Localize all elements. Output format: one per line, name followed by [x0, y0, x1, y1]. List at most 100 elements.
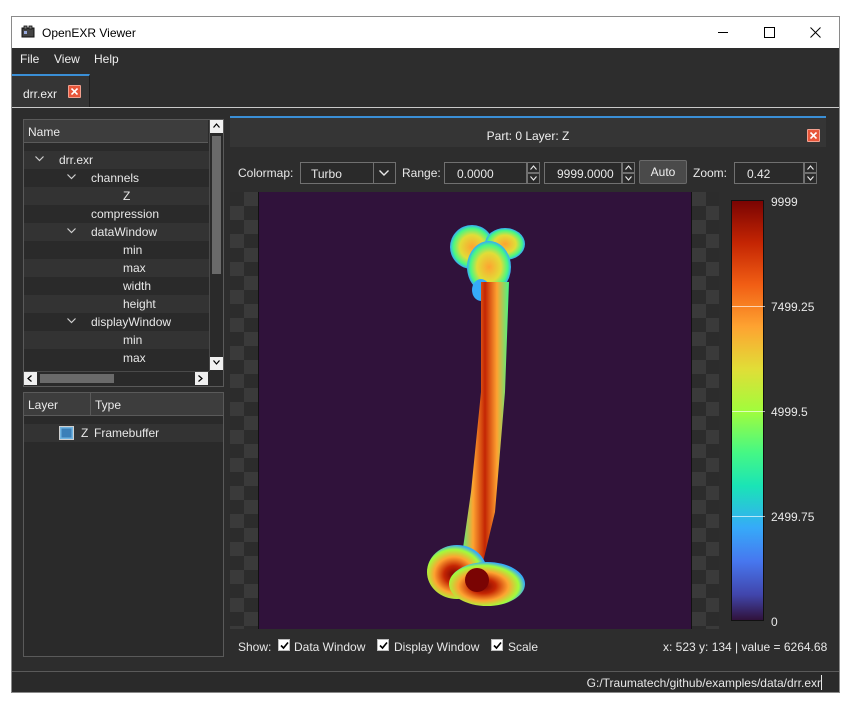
file-tab-close-icon[interactable]	[68, 85, 81, 98]
minimize-icon	[718, 32, 728, 33]
chevron-up-icon	[807, 165, 814, 170]
zoom-input[interactable]: 0.42	[734, 162, 817, 184]
data-window-label[interactable]: Data Window	[294, 640, 366, 654]
layer-image-icon	[59, 426, 74, 440]
zoom-stepper[interactable]	[804, 162, 817, 184]
tree-item-displaywindow[interactable]: displayWindow	[24, 313, 209, 331]
tree-item-max[interactable]: max	[24, 349, 209, 367]
status-file-path: G:/Traumatech/github/examples/data/drr.e…	[586, 676, 821, 690]
step-up-button[interactable]	[527, 162, 540, 173]
tree-item-label: max	[123, 261, 146, 275]
column-divider	[90, 393, 91, 416]
step-down-button[interactable]	[804, 173, 817, 184]
range-min-stepper[interactable]	[527, 162, 540, 184]
tree-item-height[interactable]: height	[24, 295, 209, 313]
colorbar-label-50: 4999.5	[771, 405, 808, 419]
scroll-thumb[interactable]	[212, 136, 221, 274]
display-window-label[interactable]: Display Window	[394, 640, 480, 654]
part-tab-close-icon[interactable]	[807, 129, 820, 142]
scroll-left-button[interactable]	[24, 372, 37, 385]
scroll-up-button[interactable]	[210, 120, 223, 133]
tree-item-label: displayWindow	[91, 315, 172, 329]
tree-item-label: height	[123, 297, 156, 311]
show-label: Show:	[238, 640, 272, 654]
tree-item-z[interactable]: Z	[24, 187, 209, 205]
scroll-down-button[interactable]	[210, 357, 223, 370]
layers-header: Layer Type	[24, 393, 223, 416]
checkmark-icon	[493, 641, 502, 650]
chevron-up-icon	[625, 165, 632, 170]
range-max-input[interactable]: 9999.0000	[544, 162, 635, 184]
menu-view[interactable]: View	[54, 52, 80, 66]
menu-file[interactable]: File	[20, 52, 40, 66]
auto-range-button[interactable]: Auto	[639, 160, 687, 184]
image-viewport[interactable]	[230, 192, 719, 629]
tree-item-compression[interactable]: compression	[24, 205, 209, 223]
step-up-button[interactable]	[804, 162, 817, 173]
tree-header-label: Name	[28, 125, 61, 139]
file-tab[interactable]: drr.exr	[12, 74, 90, 107]
tree-header[interactable]: Name	[24, 120, 208, 143]
colorbar-label-min: 0	[771, 615, 778, 629]
image-data-window[interactable]	[258, 192, 692, 629]
chevron-down-icon	[213, 360, 220, 365]
colormap-value: Turbo	[311, 167, 342, 181]
zoom-value: 0.42	[747, 167, 771, 181]
tree-vertical-scrollbar[interactable]	[209, 120, 223, 371]
tree-item-label: Z	[123, 189, 131, 203]
part-tab[interactable]: Part: 0 Layer: Z	[230, 116, 826, 147]
tree-horizontal-scrollbar[interactable]	[24, 371, 209, 385]
layers-col-layer[interactable]: Layer	[28, 398, 59, 412]
layers-panel: Layer Type Z Framebuffer	[23, 392, 224, 657]
tree-item-min[interactable]: min	[24, 241, 209, 259]
range-min-input[interactable]: 0.0000	[444, 162, 540, 184]
scroll-right-button[interactable]	[195, 372, 208, 385]
tree-item-label: dataWindow	[91, 225, 158, 239]
colormap-select[interactable]: Turbo	[300, 162, 396, 184]
chevron-right-icon	[198, 375, 203, 382]
combo-divider	[373, 163, 374, 183]
main-content: Name drr.exr channels Z compression data…	[12, 107, 839, 671]
menu-help[interactable]: Help	[94, 52, 119, 66]
scale-label[interactable]: Scale	[508, 640, 539, 654]
range-max-stepper[interactable]	[622, 162, 635, 184]
chevron-down-icon	[67, 318, 76, 324]
tree-item-label: width	[123, 279, 152, 293]
tree-item-channels[interactable]: channels	[24, 169, 209, 187]
chevron-down-icon	[530, 176, 537, 181]
tree-item-label: channels	[91, 171, 140, 185]
step-down-button[interactable]	[622, 173, 635, 184]
chevron-up-icon	[213, 123, 220, 128]
layer-row[interactable]: Z Framebuffer	[24, 424, 223, 442]
tree-item-drr-exr[interactable]: drr.exr	[24, 151, 209, 169]
tree-item-datawindow[interactable]: dataWindow	[24, 223, 209, 241]
step-up-button[interactable]	[622, 162, 635, 173]
maximize-button[interactable]	[746, 17, 792, 48]
range-max-value: 9999.0000	[557, 167, 614, 181]
tree-item-min[interactable]: min	[24, 331, 209, 349]
scale-checkbox[interactable]	[491, 639, 503, 651]
colorbar-tick	[732, 411, 765, 412]
tree-item-max[interactable]: max	[24, 259, 209, 277]
chevron-down-icon	[67, 228, 76, 234]
display-window-checkbox[interactable]	[377, 639, 389, 651]
colorbar-label-25: 2499.75	[771, 510, 815, 524]
tree-item-label: compression	[91, 207, 160, 221]
main-window: OpenEXR Viewer File View Help drr.exr Na…	[11, 16, 840, 693]
pixel-info: x: 523 y: 134 | value = 6264.68	[663, 640, 828, 654]
close-icon	[810, 27, 821, 38]
data-window-checkbox[interactable]	[278, 639, 290, 651]
close-button[interactable]	[792, 17, 838, 48]
minimize-button[interactable]	[700, 17, 746, 48]
layer-name: Z	[81, 426, 89, 440]
scroll-thumb[interactable]	[40, 374, 114, 383]
chevron-down-icon	[67, 174, 76, 180]
range-label: Range:	[402, 166, 441, 180]
checkmark-icon	[280, 641, 289, 650]
maximize-icon	[764, 27, 775, 38]
step-down-button[interactable]	[527, 173, 540, 184]
tree-item-label: drr.exr	[59, 153, 94, 167]
tree-item-width[interactable]: width	[24, 277, 209, 295]
layers-col-type[interactable]: Type	[95, 398, 122, 412]
chevron-down-icon	[35, 156, 44, 162]
